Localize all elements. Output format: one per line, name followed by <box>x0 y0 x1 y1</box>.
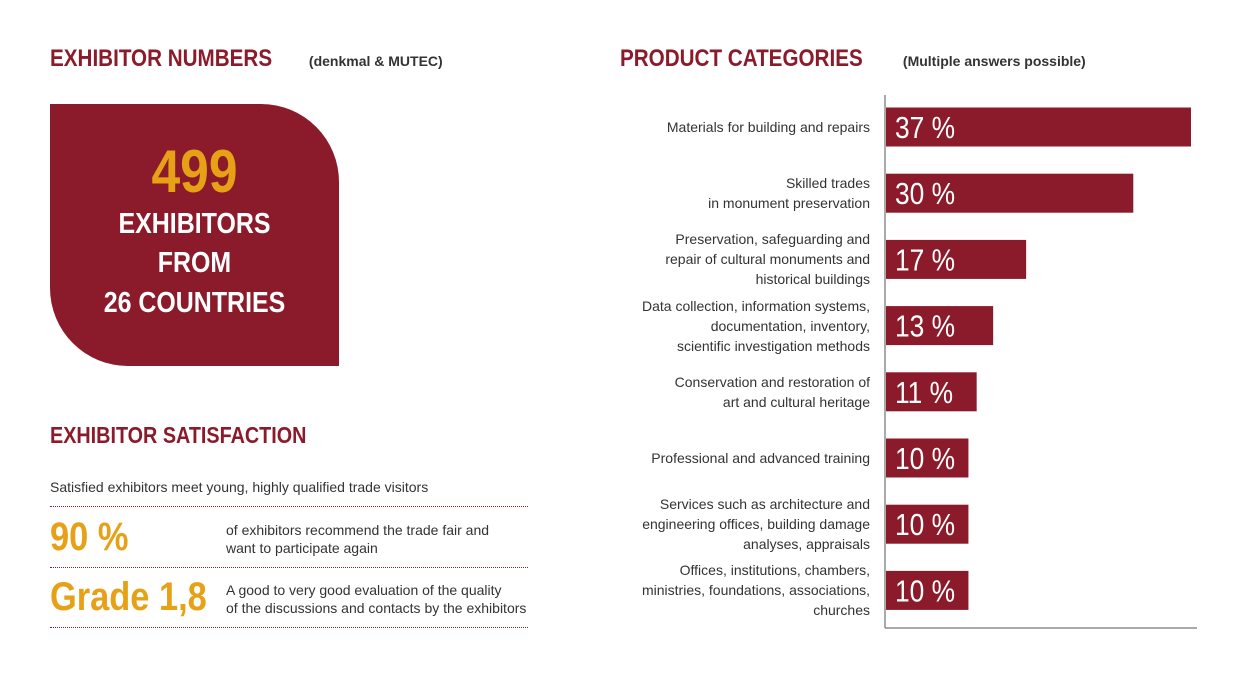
category-label-line: Preservation, safeguarding and <box>675 231 870 248</box>
stat-grade-desc-line-2: of the discussions and contacts by the e… <box>226 600 527 616</box>
exhibitor-count: 499 <box>151 138 238 205</box>
category-label-line: scientific investigation methods <box>677 337 870 354</box>
product-categories-subtitle: (Multiple answers possible) <box>902 53 1086 69</box>
bar <box>886 504 969 544</box>
category-label-line: Services such as architecture and <box>659 496 870 513</box>
category-label-line: Professional and advanced training <box>651 450 870 466</box>
category-label: Offices, institutions, chambers, ministri… <box>560 560 870 620</box>
bar-value-label: 13 % <box>895 310 955 344</box>
category-label-line: Data collection, information systems, <box>642 297 870 314</box>
dotted-divider <box>50 506 528 507</box>
category-label-line: documentation, inventory, <box>710 317 870 334</box>
category-label-line: engineering offices, building damage <box>642 516 870 533</box>
exhibitor-line-3: 26 COUNTRIES <box>103 287 286 319</box>
stat-recommend-description: of exhibitors recommend the trade fair a… <box>226 521 489 557</box>
bar <box>886 306 994 346</box>
category-label: Professional and advanced training <box>560 448 870 468</box>
category-label: Skilled trades in monument preservation <box>560 173 870 213</box>
category-label: Services such as architecture and enginee… <box>560 494 870 554</box>
bar <box>886 239 1027 279</box>
exhibitor-line-2: FROM <box>157 247 232 279</box>
product-categories-title: PRODUCT CATEGORIES <box>620 45 863 72</box>
category-label: Conservation and restoration of art and c… <box>560 372 870 412</box>
satisfaction-intro: Satisfied exhibitors meet young, highly … <box>50 479 429 495</box>
exhibitor-line-1: EXHIBITORS <box>118 208 271 240</box>
product-categories-heading: PRODUCT CATEGORIES (Multiple answers pos… <box>620 45 1086 73</box>
category-label-line: Materials for building and repairs <box>666 119 870 135</box>
stat-recommend-desc-line-1: of exhibitors recommend the trade fair a… <box>226 522 490 538</box>
bar-value-label: 10 % <box>895 574 955 608</box>
category-label: Materials for building and repairs <box>560 117 870 137</box>
category-label-line: churches <box>813 602 870 619</box>
bar-value-label: 11 % <box>895 376 953 410</box>
stat-recommend-value: 90 % <box>50 515 129 559</box>
bar <box>886 438 969 478</box>
category-label-line: historical buildings <box>755 271 870 288</box>
stat-grade-value: Grade 1,8 <box>50 575 207 619</box>
exhibitor-numbers-title: EXHIBITOR NUMBERS <box>50 45 273 72</box>
bar-value-label: 10 % <box>895 442 955 476</box>
bar <box>886 107 1191 147</box>
exhibitor-satisfaction-title: EXHIBITOR SATISFACTION <box>50 422 307 448</box>
category-label-line: Skilled trades <box>785 175 870 192</box>
category-label: Data collection, information systems, doc… <box>560 296 870 356</box>
category-label-line: analyses, appraisals <box>743 536 870 553</box>
category-label-line: Offices, institutions, chambers, <box>679 562 870 579</box>
category-label: Preservation, safeguarding and repair of … <box>560 229 870 289</box>
bar-value-label: 10 % <box>895 508 955 542</box>
category-label-line: Conservation and restoration of <box>674 373 870 390</box>
bar <box>886 570 969 610</box>
exhibitor-numbers-subtitle: (denkmal & MUTEC) <box>308 53 443 69</box>
stat-recommend-desc-line-2: want to participate again <box>226 540 378 556</box>
bar <box>886 372 977 412</box>
bar <box>886 173 1134 213</box>
exhibitor-satisfaction-heading: EXHIBITOR SATISFACTION <box>50 422 348 450</box>
stat-grade-description: A good to very good evaluation of the qu… <box>226 581 526 617</box>
stat-grade-desc-line-1: A good to very good evaluation of the qu… <box>226 582 502 598</box>
bar-value-label: 37 % <box>895 111 955 145</box>
dotted-divider <box>50 627 528 628</box>
bar-value-label: 30 % <box>895 177 955 211</box>
category-label-line: art and cultural heritage <box>722 393 870 410</box>
bar-value-label: 17 % <box>895 243 955 277</box>
category-label-line: ministries, foundations, associations, <box>642 582 870 599</box>
exhibitor-count-box: 499 EXHIBITORS FROM 26 COUNTRIES <box>50 104 339 366</box>
category-label-line: repair of cultural monuments and <box>665 251 870 268</box>
category-label-line: in monument preservation <box>708 195 870 212</box>
dotted-divider <box>50 567 528 568</box>
exhibitor-numbers-heading: EXHIBITOR NUMBERS (denkmal & MUTEC) <box>50 45 443 73</box>
